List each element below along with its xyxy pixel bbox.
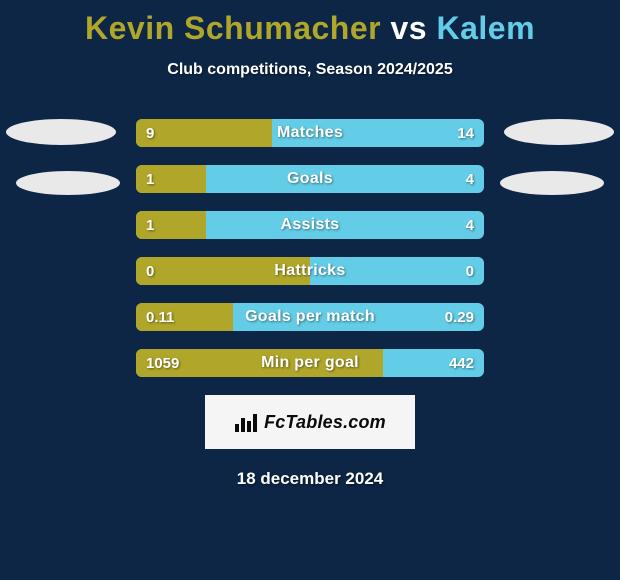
bar-list: 9Matches14 1Goals4 1Assists4 0Hattricks0 0.1… — [136, 119, 484, 377]
bar-label: Assists — [136, 211, 484, 239]
bar-value-right: 0 — [466, 257, 474, 285]
brand-badge: FcTables.com — [205, 395, 415, 449]
player2-avatar-placeholder-2 — [500, 171, 604, 195]
comparison-chart: 9Matches14 1Goals4 1Assists4 0Hattricks0 0.1… — [0, 119, 620, 377]
player2-name: Kalem — [436, 10, 535, 46]
player1-avatar-placeholder — [6, 119, 116, 145]
bar-row: 0.11Goals per match0.29 — [136, 303, 484, 331]
bar-row: 1Assists4 — [136, 211, 484, 239]
player1-avatar-placeholder-2 — [16, 171, 120, 195]
bar-value-right: 442 — [449, 349, 474, 377]
bar-value-right: 14 — [457, 119, 474, 147]
bar-label: Hattricks — [136, 257, 484, 285]
bar-label: Goals per match — [136, 303, 484, 331]
player1-name: Kevin Schumacher — [85, 10, 381, 46]
snapshot-date: 18 december 2024 — [0, 469, 620, 489]
bar-value-right: 4 — [466, 211, 474, 239]
bar-value-right: 4 — [466, 165, 474, 193]
vs-separator: vs — [390, 10, 427, 46]
subtitle: Club competitions, Season 2024/2025 — [0, 61, 620, 79]
bar-row: 0Hattricks0 — [136, 257, 484, 285]
bar-value-right: 0.29 — [445, 303, 474, 331]
comparison-title: Kevin Schumacher vs Kalem — [0, 0, 620, 47]
bar-row: 9Matches14 — [136, 119, 484, 147]
bar-label: Goals — [136, 165, 484, 193]
bar-row: 1059Min per goal442 — [136, 349, 484, 377]
player2-avatar-placeholder — [504, 119, 614, 145]
bar-row: 1Goals4 — [136, 165, 484, 193]
brand-text: FcTables.com — [264, 412, 386, 433]
bar-chart-icon — [234, 412, 258, 432]
bar-label: Min per goal — [136, 349, 484, 377]
bar-label: Matches — [136, 119, 484, 147]
